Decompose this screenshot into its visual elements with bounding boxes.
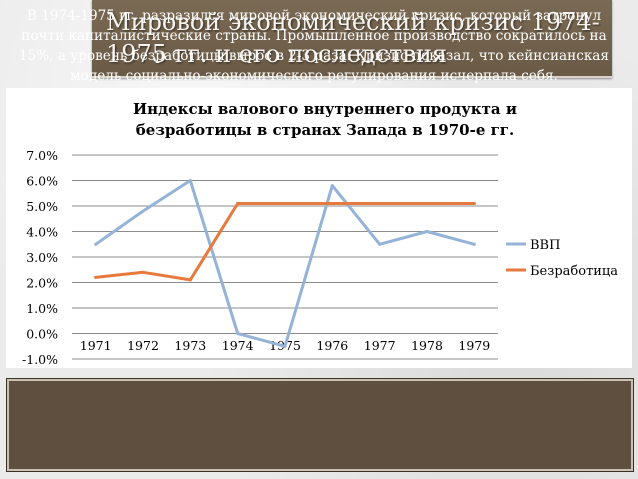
y-tick-label: 2.0% [26,276,58,291]
x-tick-label: 1971 [80,338,112,353]
data-point [472,201,476,205]
data-point [94,275,98,279]
data-point [330,184,334,188]
chart-panel: Индексы валового внутреннего продукта и … [6,88,632,368]
x-tick-labels: 197119721973197419751976197719781979 [80,338,491,353]
data-point [141,270,145,274]
data-point [330,201,334,205]
data-point [472,242,476,246]
data-point [188,179,192,182]
data-point [378,242,382,246]
data-point [236,332,240,335]
line-chart: Индексы валового внутреннего продукта и … [22,100,618,367]
legend-label: Безработица [530,264,618,279]
x-tick-label: 1976 [316,338,348,353]
x-tick-label: 1979 [458,338,490,353]
x-tick-label: 1977 [364,338,396,353]
x-tick-label: 1978 [411,338,443,353]
grid-layer [72,154,498,360]
data-point [141,209,145,213]
data-point [283,344,287,348]
x-tick-label: 1974 [222,338,254,353]
data-point [425,201,429,205]
data-point [188,278,192,282]
chart-title-line-2: безработицы в странах Запада в 1970-е гг… [136,121,514,139]
data-point [425,230,429,233]
series-line-1 [94,179,476,348]
legend: ВВП Безработица [506,238,618,279]
y-tick-label: 3.0% [26,250,58,265]
x-tick-label: 1972 [127,338,159,353]
data-point [283,201,287,205]
series-layer [94,179,476,348]
data-point [94,242,98,246]
y-tick-labels: -1.0% 0.0% 1.0% 2.0% 3.0% 4.0% 5.0% 6.0% 7.0% [22,148,58,367]
y-tick-label: 7.0% [26,148,58,163]
series-line-2 [94,202,476,282]
y-tick-label: 6.0% [26,174,58,189]
y-tick-label: -1.0% [22,352,58,367]
caption-text: В 1974-1975 гг. разразился мировой эконо… [18,8,609,84]
y-tick-label: 4.0% [26,225,58,240]
y-tick-label: 1.0% [26,301,58,316]
caption-box [6,378,634,472]
x-tick-label: 1973 [174,338,206,353]
chart-title-line-1: Индексы валового внутреннего продукта и [133,100,517,118]
y-tick-label: 5.0% [26,199,58,214]
slide-title: Мировой экономический кризис 1974-1975 г… [106,8,600,68]
data-point [378,201,382,205]
title-bar [92,0,612,78]
y-tick-label: 0.0% [26,327,58,342]
legend-label: ВВП [530,238,560,253]
data-point [236,201,240,205]
